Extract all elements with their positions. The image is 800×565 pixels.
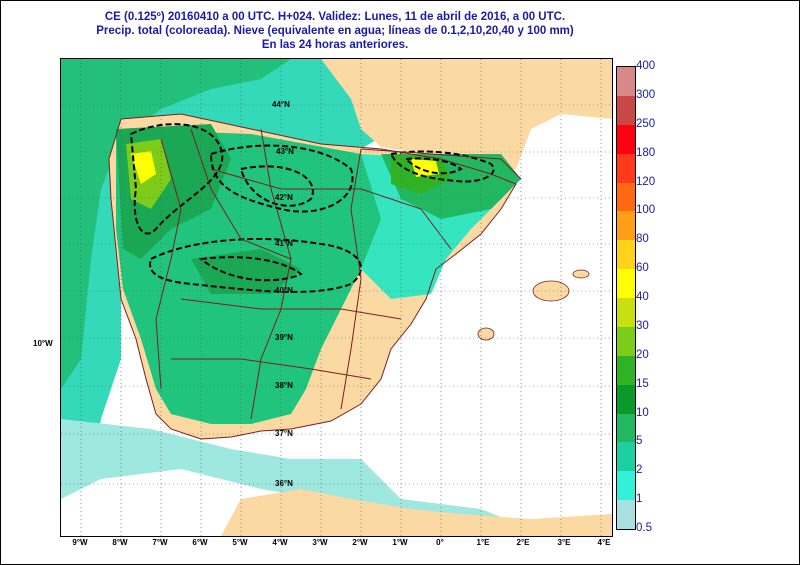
legend-swatch <box>617 240 635 270</box>
title-line-3: En las 24 horas anteriores. <box>261 39 409 51</box>
legend-value-label: 300 <box>636 88 656 101</box>
snow-contours <box>129 123 495 293</box>
legend-swatch <box>617 413 635 443</box>
lon-label-2e: 2°E <box>516 538 530 547</box>
legend-value-label: 80 <box>636 233 649 246</box>
legend-value-label: 2 <box>636 464 643 477</box>
ibiza <box>477 327 495 341</box>
lat-label-41: 41°N <box>275 239 293 248</box>
legend-value-label: 10 <box>636 406 649 419</box>
lat-label-43: 43°N <box>276 147 294 156</box>
legend-value-label: 250 <box>636 117 656 130</box>
legend-swatch <box>617 442 635 472</box>
lat-label-40: 40°N <box>275 286 293 295</box>
legend-value-label: 120 <box>636 175 656 188</box>
title-line-2: Precip. total (coloreada). Nieve (equiva… <box>96 25 574 37</box>
lat-label-37: 37°N <box>275 429 293 438</box>
lon-label-0: 0° <box>436 538 444 547</box>
legend-value-label: 5 <box>636 435 643 448</box>
lon-label-9w: 9°W <box>72 538 88 547</box>
legend-value-label: 60 <box>636 262 649 275</box>
legend-swatch <box>617 124 635 154</box>
france-land <box>321 59 612 171</box>
north-africa-land <box>221 489 612 536</box>
legend-value-label: 1 <box>636 493 643 506</box>
lon-label-4e: 4°E <box>597 538 611 547</box>
title-line-1: CE (0.125º) 20160410 a 00 UTC. H+024. Va… <box>104 11 566 23</box>
menorca <box>572 269 590 279</box>
legend-swatch <box>617 298 635 327</box>
legend-value-label: 20 <box>636 348 649 361</box>
lat-label-38: 38°N <box>275 381 293 390</box>
legend-swatch <box>617 269 635 298</box>
legend-value-label: 40 <box>636 291 649 303</box>
lat-label-39: 39°N <box>275 333 293 342</box>
lon-label-2w: 2°W <box>352 538 368 547</box>
lon-label-1e: 1°E <box>476 538 490 547</box>
lat-label-36: 36°N <box>275 479 293 488</box>
legend-value-label: 400 <box>636 60 656 72</box>
lon-label-3e: 3°E <box>557 538 571 547</box>
lon-label-4w: 4°W <box>272 538 288 547</box>
lat-label-44: 44°N <box>272 100 290 109</box>
legend-swatch <box>617 67 635 96</box>
lon-label-5w: 5°W <box>232 538 248 547</box>
precipitation-legend <box>616 66 636 530</box>
legend-swatch <box>617 211 635 241</box>
legend-value-label: 30 <box>636 319 649 332</box>
legend-swatch <box>617 500 635 529</box>
precipitation-map: 44°N 43°N 42°N 41°N 40°N 39°N 38°N 37°N … <box>60 58 613 537</box>
lon-label-7w: 7°W <box>152 538 168 547</box>
legend-value-label: 100 <box>636 204 656 217</box>
legend-swatch <box>617 153 635 183</box>
legend-swatch <box>617 471 635 501</box>
legend-swatch <box>617 326 635 356</box>
legend-swatch <box>617 182 635 212</box>
legend-swatch <box>617 355 635 385</box>
legend-swatch <box>617 384 635 414</box>
mallorca <box>532 280 570 302</box>
lon-label-3w: 3°W <box>312 538 328 547</box>
legend-value-label: 15 <box>636 377 649 390</box>
lon-label-1w: 1°W <box>392 538 408 547</box>
legend-swatch <box>617 95 635 125</box>
lat-label-42: 42°N <box>275 193 293 202</box>
lon-label-6w: 6°W <box>192 538 208 547</box>
legend-value-label: 0.5 <box>636 522 652 534</box>
lon-label-8w: 8°W <box>112 538 128 547</box>
legend-value-label: 180 <box>636 146 656 159</box>
lon-side-label: 10°W <box>33 339 53 348</box>
